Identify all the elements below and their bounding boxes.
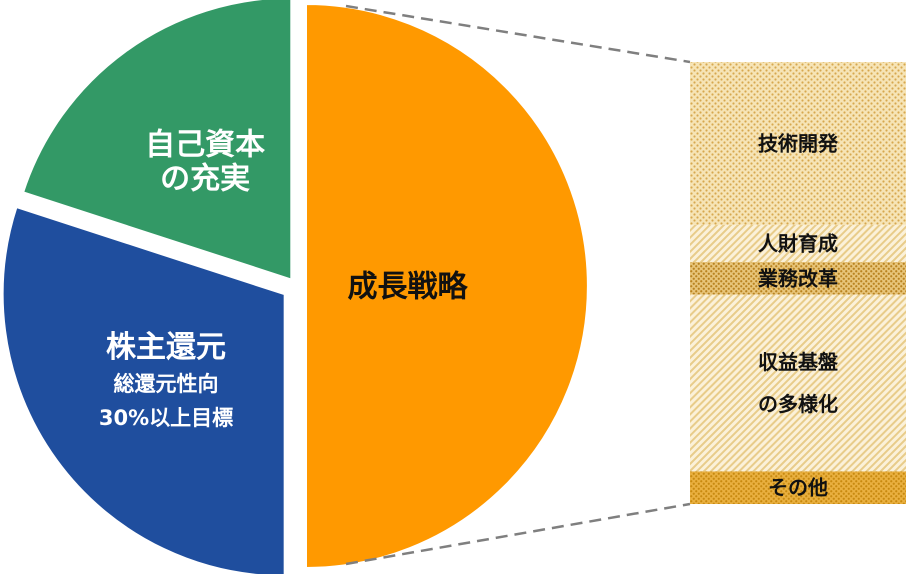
pie-slice <box>1 205 286 574</box>
pie-slice <box>305 2 589 570</box>
connector-lines <box>345 4 691 566</box>
breakdown-segment-label: その他 <box>768 476 828 500</box>
breakdown-segment-label: 技術開発 <box>758 131 839 155</box>
breakdown-segment <box>690 262 906 295</box>
pie-slice-label: の充実 <box>160 162 250 197</box>
connector-line-top <box>345 4 691 64</box>
breakdown-segment <box>690 224 906 263</box>
breakdown-segment <box>690 471 906 504</box>
pie-slice-label: 30%以上目標 <box>99 406 233 430</box>
breakdown-segment <box>690 62 906 225</box>
breakdown-segment-label: 収益基盤 <box>758 350 839 374</box>
breakdown-segment-label: 人財育成 <box>758 231 838 255</box>
connector-line-bottom <box>345 502 691 566</box>
pie-slice-label: 成長戦略 <box>348 270 469 305</box>
pie-slice-label: 自己資本 <box>145 128 265 163</box>
pie-slice-label: 総還元性向 <box>114 372 219 396</box>
pie-slice <box>21 0 293 281</box>
breakdown-segment-label: の多様化 <box>758 392 838 416</box>
breakdown-segment-label: 業務改革 <box>758 266 838 290</box>
pie-slice-label: 株主還元 <box>106 330 226 365</box>
breakdown-segment <box>690 294 906 472</box>
